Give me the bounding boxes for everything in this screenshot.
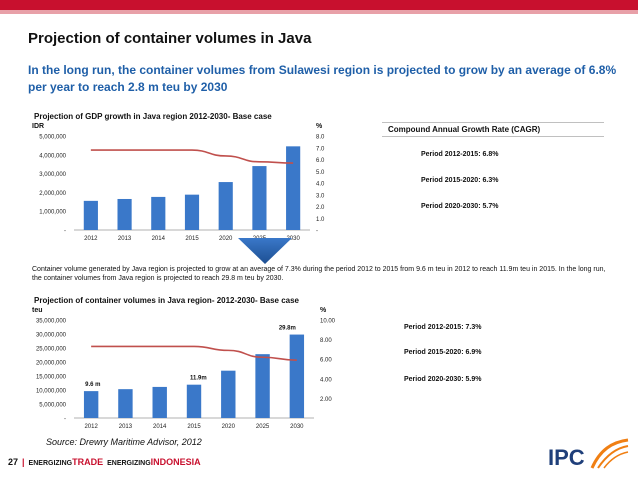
y2-tick-label: 2.00 [320,397,332,403]
x-tick-label: 2030 [286,236,300,242]
y2-tick-label: 3.0 [316,193,325,199]
y-tick-label: - [64,417,66,423]
bar [186,384,202,418]
y-tick-label: 20,000,000 [36,361,67,367]
footer-word-3: ENERGIZING [107,460,151,467]
down-arrow-icon [238,238,292,264]
y-tick-label: 1,000,000 [39,210,66,216]
gdp-cagr-period-3: Period 2020-2030: 5.7% [421,203,499,210]
bar [255,354,270,418]
page-number: 27 [8,457,19,467]
bar [286,146,301,230]
bar [218,182,233,230]
bar [184,194,200,230]
x-tick-label: 2020 [222,424,236,430]
y2-tick-label: 6.00 [320,358,332,364]
gdp-chart: IDR % - 1,000,000 2,000,000 3,000,000 4,000,00… [32,123,325,242]
top-accent-stripe [0,10,638,14]
y-tick-label: 30,000,000 [36,333,67,339]
x-tick-label: 2020 [219,236,233,242]
gdp-chart-title: Projection of GDP growth in Java region … [34,112,272,121]
y-tick-label: 15,000,000 [36,375,67,381]
footer-word-2: TRADE [72,457,104,467]
x-tick-label: 2013 [118,236,132,242]
bar [152,386,167,418]
x-tick-label: 2015 [187,424,201,430]
y2-tick-label: 8.0 [316,135,325,141]
y2-tick-label: 6.0 [316,158,325,164]
summary-paragraph: Container volume generated by Java regio… [32,266,606,282]
y-tick-label: 5,000,000 [39,403,66,409]
cagr-title: Compound Annual Growth Rate (CAGR) [382,122,604,137]
cagr-line [91,345,297,361]
bar [151,196,166,230]
bar [83,200,98,230]
y-tick-label: 35,000,000 [36,319,67,325]
bar [83,391,99,418]
y-axis-label: IDR [32,123,44,130]
slide-title: Projection of container volumes in Java [28,30,312,47]
footer: 27 | ENERGIZINGTRADE ENERGIZINGINDONESIA [8,457,201,467]
y-tick-label: 2,000,000 [39,191,66,197]
x-tick-label: 2014 [152,236,166,242]
y-tick-label: 4,000,000 [39,153,66,159]
footer-word-4: INDONESIA [150,457,201,467]
footer-separator: | [22,457,25,467]
bar [221,370,236,418]
y-tick-label: 3,000,000 [39,172,66,178]
bar [252,166,267,230]
container-cagr-period-2: Period 2015-2020: 6.9% [404,349,482,356]
bar [289,334,305,418]
container-cagr-period-3: Period 2020-2030: 5.9% [404,376,482,383]
container-chart: teu % - 5,000,000 10,000,000 15,000,000 20,000… [32,307,336,430]
x-tick-label: 2012 [84,424,98,430]
data-label: 9.6 m [85,382,100,388]
source-note: Source: Drewry Maritime Advisor, 2012 [46,437,202,447]
y2-tick-label: 1.0 [316,217,325,223]
data-label: 29.8m [279,326,296,332]
ipc-logo: IPC [548,438,629,470]
y-tick-label: 5,000,000 [39,135,66,141]
cagr-line [90,149,294,164]
y2-tick-label: 5.0 [316,170,325,176]
logo-text: IPC [548,445,585,470]
data-label: 11.9m [190,376,207,382]
x-tick-label: 2025 [256,424,270,430]
x-tick-label: 2030 [290,424,304,430]
y-tick-label: - [64,229,66,235]
y2-tick-label: 4.0 [316,182,325,188]
x-tick-label: 2015 [185,236,199,242]
y-tick-label: 25,000,000 [36,347,67,353]
slide-subtitle: In the long run, the container volumes f… [28,63,617,94]
y2-tick-label: 10.00 [320,319,336,325]
y2-tick-label: - [316,229,318,235]
y2-axis-label: % [316,123,323,130]
y-tick-label: 10,000,000 [36,389,67,395]
footer-word-1: ENERGIZING [28,460,73,467]
y2-axis-label: % [320,307,327,314]
y2-tick-label: 4.00 [320,377,332,383]
y2-tick-label: 2.0 [316,205,325,211]
container-cagr-period-1: Period 2012-2015: 7.3% [404,324,482,331]
y2-tick-label: 7.0 [316,146,325,152]
x-tick-label: 2013 [119,424,133,430]
gdp-cagr-period-1: Period 2012-2015: 6.8% [421,151,499,158]
y-axis-label: teu [32,307,43,314]
y2-tick-label: 8.00 [320,338,332,344]
top-accent-bar [0,0,638,10]
gdp-cagr-period-2: Period 2015-2020: 6.3% [421,177,499,184]
x-tick-label: 2014 [153,424,167,430]
bar [117,198,132,230]
bar [118,389,133,418]
x-tick-label: 2012 [84,236,98,242]
container-chart-title: Projection of container volumes in Java … [34,296,299,305]
